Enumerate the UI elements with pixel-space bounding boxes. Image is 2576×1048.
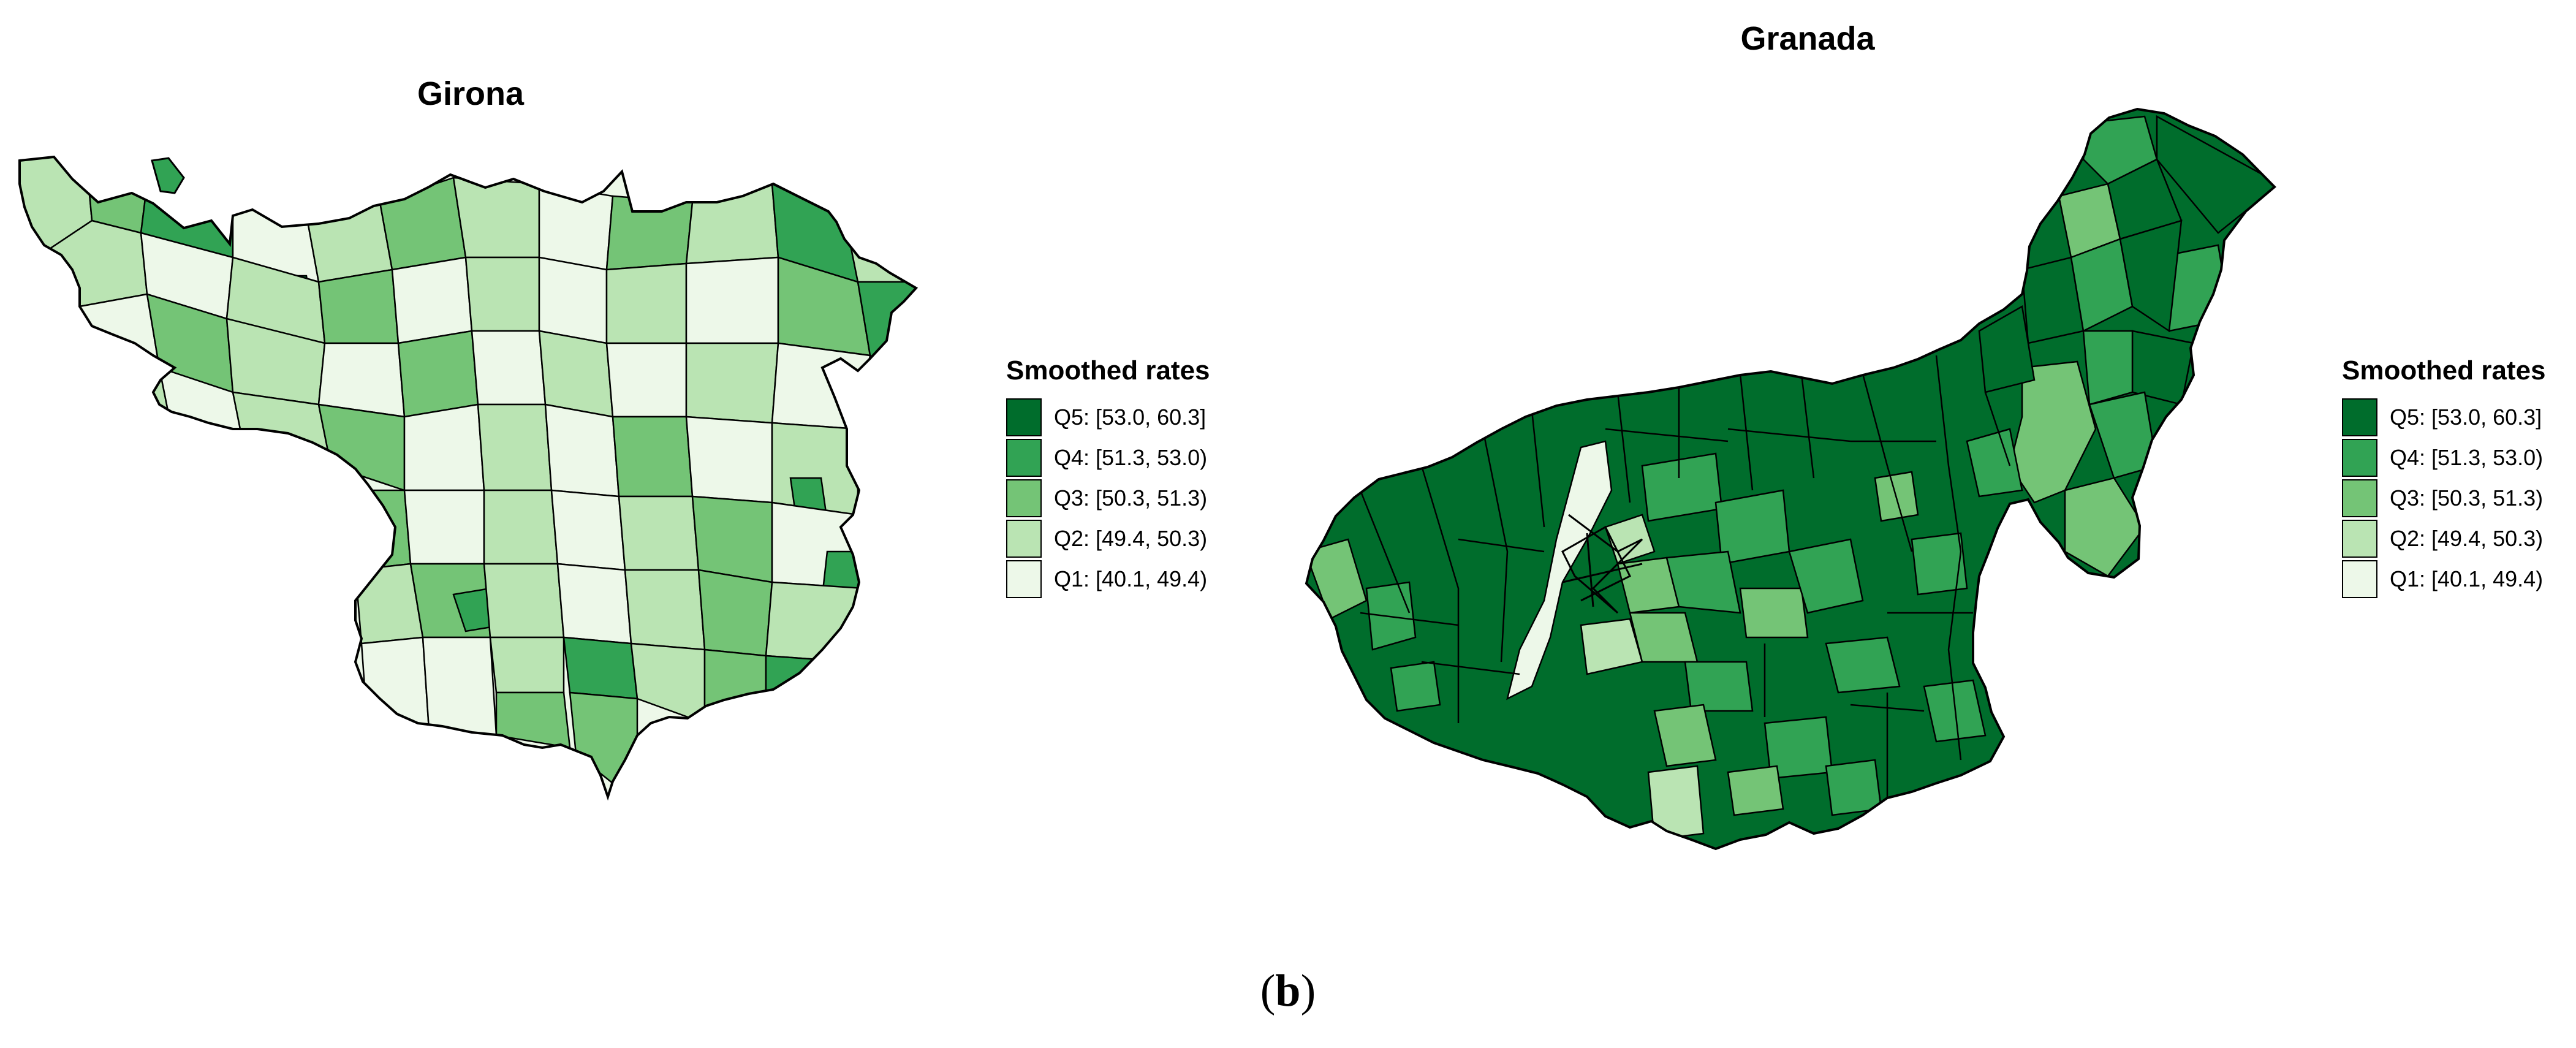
legend-swatch — [1006, 479, 1042, 517]
legend-label: Q5: [53.0, 60.3] — [1054, 404, 1207, 430]
girona-municipalities — [20, 157, 916, 797]
legend-swatch — [2342, 439, 2377, 477]
legend-label: Q2: [49.4, 50.3) — [2390, 526, 2544, 551]
girona-enclave — [151, 157, 185, 194]
subfigure-label: (b) — [1260, 965, 1316, 1017]
legend-row: Q4: [51.3, 53.0) — [2342, 438, 2546, 478]
legend-row: Q2: [49.4, 50.3) — [1006, 518, 1210, 559]
granada-panel: Granada — [1299, 0, 2576, 968]
legend-swatch — [2342, 520, 2377, 558]
subfigure-letter: b — [1275, 966, 1301, 1016]
legend-swatch — [1006, 560, 1042, 598]
girona-choropleth-map — [18, 156, 917, 798]
legend-swatch — [2342, 560, 2377, 598]
legend-row: Q3: [50.3, 51.3) — [1006, 478, 1210, 518]
legend-row: Q3: [50.3, 51.3) — [2342, 478, 2546, 518]
girona-map-title: Girona — [417, 75, 525, 112]
legend-label: Q5: [53.0, 60.3] — [2390, 404, 2542, 430]
legend-swatch — [2342, 398, 2377, 436]
legend-swatch — [2342, 479, 2377, 517]
legend-label: Q4: [51.3, 53.0) — [2390, 445, 2544, 470]
granada-municipalities — [1306, 109, 2275, 849]
granada-legend-title: Smoothed rates — [2342, 355, 2546, 385]
girona-legend-title: Smoothed rates — [1006, 355, 1210, 385]
legend-swatch — [1006, 520, 1042, 558]
legend-label: Q4: [51.3, 53.0) — [1054, 445, 1208, 470]
legend-swatch — [1006, 398, 1042, 436]
subfigure-open: ( — [1260, 966, 1276, 1016]
girona-legend-rows: Q5: [53.0, 60.3] Q4: [51.3, 53.0) Q3: [50.… — [1006, 397, 1210, 599]
legend-row: Q4: [51.3, 53.0) — [1006, 438, 1210, 478]
legend-row: Q5: [53.0, 60.3] — [1006, 397, 1210, 438]
granada-legend-rows: Q5: [53.0, 60.3] Q4: [51.3, 53.0) Q3: [50.… — [2342, 397, 2546, 599]
legend-row: Q1: [40.1, 49.4) — [1006, 559, 1210, 599]
legend-row: Q2: [49.4, 50.3) — [2342, 518, 2546, 559]
girona-legend: Smoothed rates Q5: [53.0, 60.3] Q4: [51.3… — [1006, 355, 1210, 599]
granada-map-title: Granada — [1740, 20, 1875, 57]
legend-label: Q2: [49.4, 50.3) — [1054, 526, 1208, 551]
subfigure-close: ) — [1300, 966, 1316, 1016]
granada-legend: Smoothed rates Q5: [53.0, 60.3] Q4: [51.3… — [2342, 355, 2546, 599]
legend-label: Q1: [40.1, 49.4) — [1054, 566, 1208, 591]
girona-panel: Girona — [0, 0, 1256, 968]
granada-choropleth-map — [1305, 108, 2276, 850]
legend-label: Q3: [50.3, 51.3) — [2390, 485, 2544, 511]
legend-row: Q5: [53.0, 60.3] — [2342, 397, 2546, 438]
legend-label: Q3: [50.3, 51.3) — [1054, 485, 1208, 511]
legend-swatch — [1006, 439, 1042, 477]
legend-label: Q1: [40.1, 49.4) — [2390, 566, 2544, 591]
legend-row: Q1: [40.1, 49.4) — [2342, 559, 2546, 599]
